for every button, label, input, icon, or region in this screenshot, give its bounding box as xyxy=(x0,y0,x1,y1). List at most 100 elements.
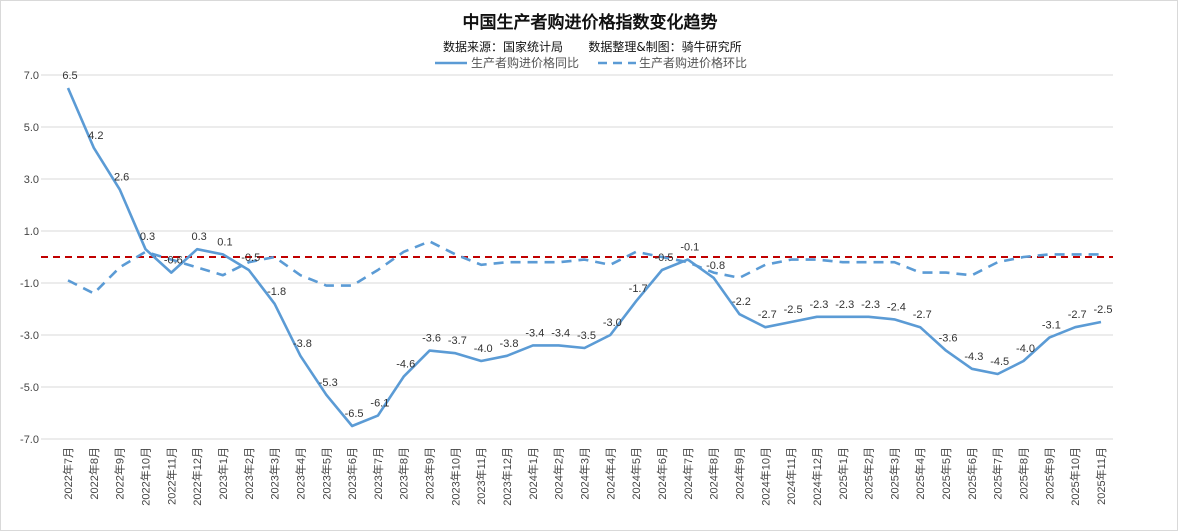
x-tick-label: 2025年7月 xyxy=(991,447,1005,500)
data-label: 0.1 xyxy=(217,236,232,248)
x-tick-label: 2023年12月 xyxy=(500,447,514,506)
data-point xyxy=(506,355,508,357)
data-point xyxy=(144,251,146,253)
data-label: -3.1 xyxy=(1042,320,1061,332)
data-point xyxy=(118,266,120,268)
legend-label-yoy: 生产者购进价格同比 xyxy=(471,55,579,70)
data-label: -6.1 xyxy=(370,398,389,410)
x-tick-label: 2025年6月 xyxy=(965,447,979,500)
x-tick-label: 2025年5月 xyxy=(939,447,953,500)
chart-source: 数据来源：国家统计局 xyxy=(443,39,563,54)
x-tick-label: 2023年7月 xyxy=(371,447,385,500)
x-tick-label: 2023年5月 xyxy=(319,447,333,500)
data-label: -1.8 xyxy=(267,286,286,298)
data-label: -2.2 xyxy=(732,296,751,308)
data-label: -2.7 xyxy=(913,309,932,321)
data-point xyxy=(118,188,120,190)
data-point xyxy=(377,414,379,416)
data-label: -5.3 xyxy=(319,377,338,389)
data-point xyxy=(842,316,844,318)
x-tick-label: 2022年8月 xyxy=(87,447,101,500)
y-tick-label: -5.0 xyxy=(20,382,39,394)
data-point xyxy=(532,344,534,346)
data-point xyxy=(687,258,689,260)
x-tick-label: 2024年9月 xyxy=(732,447,746,500)
x-tick-label: 2022年7月 xyxy=(61,447,75,500)
data-point xyxy=(1074,326,1076,328)
x-tick-label: 2024年6月 xyxy=(655,447,669,500)
data-point xyxy=(144,248,146,250)
data-point xyxy=(351,284,353,286)
legend-label-mom: 生产者购进价格环比 xyxy=(639,55,747,70)
y-tick-label: 7.0 xyxy=(24,70,39,82)
data-label: -3.4 xyxy=(525,327,544,339)
data-label: -2.7 xyxy=(758,309,777,321)
data-label: 4.2 xyxy=(88,130,103,142)
data-label: -4.6 xyxy=(396,359,415,371)
x-tick-label: 2024年11月 xyxy=(784,447,798,505)
data-label: -4.3 xyxy=(964,351,983,363)
data-point xyxy=(325,284,327,286)
data-point xyxy=(403,251,405,253)
data-point xyxy=(816,258,818,260)
x-tick-label: 2023年9月 xyxy=(423,447,437,500)
data-label: -4.5 xyxy=(990,356,1009,368)
data-label: -3.0 xyxy=(603,317,622,329)
data-point xyxy=(997,261,999,263)
data-point xyxy=(222,253,224,255)
data-point xyxy=(583,347,585,349)
data-point xyxy=(480,264,482,266)
data-label: -2.7 xyxy=(1068,309,1087,321)
x-tick-label: 2024年10月 xyxy=(758,447,772,506)
x-tick-label: 2023年2月 xyxy=(242,447,256,500)
y-tick-label: 1.0 xyxy=(24,226,39,238)
data-point xyxy=(842,261,844,263)
x-tick-label: 2024年5月 xyxy=(629,447,643,500)
data-label: -0.6 xyxy=(164,255,183,267)
x-tick-label: 2023年6月 xyxy=(345,447,359,500)
data-label: -3.6 xyxy=(939,333,958,345)
data-point xyxy=(299,274,301,276)
data-point xyxy=(583,258,585,260)
data-label: -4.0 xyxy=(1016,343,1035,355)
y-tick-label: -1.0 xyxy=(20,278,39,290)
data-point xyxy=(1048,336,1050,338)
data-point xyxy=(93,147,95,149)
data-point xyxy=(687,261,689,263)
data-label: -3.7 xyxy=(448,335,467,347)
data-label: 6.5 xyxy=(62,70,77,82)
data-point xyxy=(971,368,973,370)
data-label: 0.3 xyxy=(140,231,155,243)
data-label: 2.6 xyxy=(114,171,129,183)
x-tick-label: 2025年3月 xyxy=(887,447,901,500)
data-label: -3.6 xyxy=(422,333,441,345)
x-tick-label: 2024年8月 xyxy=(707,447,721,500)
data-point xyxy=(1074,253,1076,255)
data-point xyxy=(196,248,198,250)
x-tick-label: 2024年3月 xyxy=(578,447,592,500)
data-label: 0.3 xyxy=(191,231,206,243)
data-label: -0.1 xyxy=(680,242,699,254)
data-point xyxy=(557,261,559,263)
x-tick-label: 2023年1月 xyxy=(216,447,230,500)
data-label: -2.3 xyxy=(835,299,854,311)
x-tick-label: 2024年1月 xyxy=(526,447,540,500)
data-label: -6.5 xyxy=(345,408,364,420)
x-tick-label: 2024年4月 xyxy=(603,447,617,500)
data-point xyxy=(248,269,250,271)
data-label: -3.4 xyxy=(551,327,570,339)
y-tick-label: 5.0 xyxy=(24,122,39,134)
data-point xyxy=(738,313,740,315)
data-point xyxy=(299,355,301,357)
data-label: -0.5 xyxy=(241,252,260,264)
data-label: -3.5 xyxy=(577,330,596,342)
x-tick-label: 2023年11月 xyxy=(474,447,488,505)
data-point xyxy=(532,261,534,263)
data-point xyxy=(635,300,637,302)
x-tick-label: 2024年12月 xyxy=(810,447,824,506)
data-point xyxy=(377,269,379,271)
data-point xyxy=(893,318,895,320)
data-point xyxy=(971,274,973,276)
data-point xyxy=(867,316,869,318)
